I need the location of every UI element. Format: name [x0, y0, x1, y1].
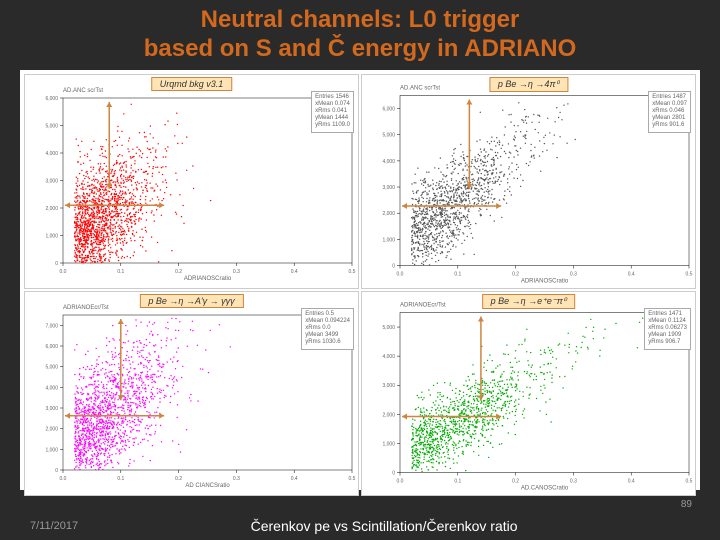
svg-text:0.0: 0.0 — [397, 271, 404, 277]
svg-text:0: 0 — [55, 261, 58, 267]
svg-text:ADRIANOEcr/Tst: ADRIANOEcr/Tst — [400, 302, 446, 308]
svg-text:0.5: 0.5 — [349, 269, 356, 275]
svg-text:7,000: 7,000 — [45, 323, 58, 329]
svg-text:0.1: 0.1 — [454, 478, 461, 484]
svg-text:5,000: 5,000 — [382, 132, 395, 138]
svg-text:0.4: 0.4 — [628, 271, 635, 277]
svg-text:5,000: 5,000 — [382, 325, 395, 331]
stats-tl: Entries 1546 xMean 0.074 xRms 0.041 yMea… — [311, 91, 354, 133]
scatter-tr: 0 1,000 2,000 3,000 4,000 5,000 6,000 0.0 0.1 0.2… — [362, 75, 695, 288]
svg-text:2,000: 2,000 — [382, 412, 395, 418]
svg-text:4,000: 4,000 — [382, 158, 395, 164]
svg-text:0.5: 0.5 — [349, 476, 356, 482]
svg-text:0.1: 0.1 — [454, 271, 461, 277]
svg-text:3,000: 3,000 — [45, 406, 58, 412]
svg-text:0.3: 0.3 — [570, 271, 577, 277]
svg-text:AD CIANCSratio: AD CIANCSratio — [185, 483, 230, 489]
svg-text:3,000: 3,000 — [382, 383, 395, 389]
svg-text:0.0: 0.0 — [60, 476, 67, 482]
svg-text:ADRIANOEcr/Tst: ADRIANOEcr/Tst — [63, 305, 109, 311]
svg-text:6,000: 6,000 — [45, 344, 58, 350]
svg-text:3,000: 3,000 — [45, 178, 58, 184]
svg-text:0: 0 — [392, 470, 395, 476]
scatter-tl: 0 1,000 2,000 3,000 4,000 5,000 6,000 0.0 0.1 0.2… — [25, 75, 358, 288]
svg-text:4,000: 4,000 — [45, 151, 58, 157]
svg-text:2,000: 2,000 — [45, 426, 58, 432]
footer-date: 7/11/2017 — [30, 520, 78, 532]
panel-top-left: Urqmd bkg v3.1 Entries 1546 xMean 0.074 … — [24, 74, 359, 289]
svg-text:6,000: 6,000 — [382, 106, 395, 112]
svg-text:AD.ANC scrTst: AD.ANC scrTst — [63, 88, 103, 94]
title-line1: Neutral channels: L0 trigger — [10, 6, 710, 35]
footer-caption: Čerenkov pe vs Scintillation/Čerenkov ra… — [78, 518, 690, 534]
svg-text:1,000: 1,000 — [45, 233, 58, 239]
svg-text:0.1: 0.1 — [117, 476, 124, 482]
svg-text:6,000: 6,000 — [45, 96, 58, 102]
svg-text:1,000: 1,000 — [382, 441, 395, 447]
svg-text:5,000: 5,000 — [45, 123, 58, 129]
svg-text:0.3: 0.3 — [233, 476, 240, 482]
panel-label-tl: Urqmd bkg v3.1 — [151, 77, 233, 91]
panel-label-bl: p Be →η →A'γ → γγγ — [139, 294, 243, 308]
title-line2: based on S and Č energy in ADRIANO — [10, 35, 710, 64]
panel-bottom-right: p Be →η →e⁺e⁻π⁰ Entries 1471 xMean 0.112… — [361, 291, 696, 496]
svg-text:ADRIANOSCratio: ADRIANOSCratio — [521, 278, 569, 284]
panel-label-tr: p Be →η →4π⁰ — [489, 77, 568, 92]
svg-text:0.4: 0.4 — [291, 269, 298, 275]
svg-text:0.4: 0.4 — [628, 478, 635, 484]
page-number: 89 — [681, 499, 692, 510]
stats-tr: Entries 1487 xMean 0.097 xRms 0.046 yMea… — [648, 91, 691, 133]
svg-text:3,000: 3,000 — [382, 185, 395, 191]
svg-text:5,000: 5,000 — [45, 364, 58, 370]
svg-text:0.2: 0.2 — [512, 271, 519, 277]
svg-text:ADRIANOSCratio: ADRIANOSCratio — [184, 276, 232, 282]
svg-text:2,000: 2,000 — [382, 211, 395, 217]
svg-text:AD.ANC scrTst: AD.ANC scrTst — [400, 85, 440, 91]
svg-text:0.2: 0.2 — [512, 478, 519, 484]
svg-text:0.1: 0.1 — [117, 269, 124, 275]
svg-text:AD.CANOSCratio: AD.CANOSCratio — [521, 485, 569, 491]
footer: 7/11/2017 Čerenkov pe vs Scintillation/Č… — [0, 518, 720, 534]
svg-text:0.0: 0.0 — [397, 478, 404, 484]
svg-text:0.2: 0.2 — [175, 269, 182, 275]
stats-br: Entries 1471 xMean 0.1124 xRms 0.06273 y… — [644, 308, 691, 350]
panel-bottom-left: p Be →η →A'γ → γγγ Entries 0.5 xMean 0.0… — [24, 291, 359, 496]
svg-text:0: 0 — [55, 468, 58, 474]
svg-text:0.5: 0.5 — [686, 271, 693, 277]
svg-text:0.3: 0.3 — [233, 269, 240, 275]
chart-grid: Urqmd bkg v3.1 Entries 1546 xMean 0.074 … — [20, 70, 700, 490]
svg-text:0.2: 0.2 — [175, 476, 182, 482]
svg-text:0: 0 — [392, 263, 395, 269]
svg-text:0.4: 0.4 — [291, 476, 298, 482]
svg-text:1,000: 1,000 — [45, 447, 58, 453]
panel-top-right: p Be →η →4π⁰ Entries 1487 xMean 0.097 xR… — [361, 74, 696, 289]
svg-text:0.3: 0.3 — [570, 478, 577, 484]
stats-bl: Entries 0.5 xMean 0.094224 xRms 0.0 yMea… — [301, 308, 354, 350]
svg-text:4,000: 4,000 — [45, 385, 58, 391]
svg-text:0.0: 0.0 — [60, 269, 67, 275]
svg-text:2,000: 2,000 — [45, 206, 58, 212]
panel-label-br: p Be →η →e⁺e⁻π⁰ — [482, 294, 576, 309]
svg-text:4,000: 4,000 — [382, 354, 395, 360]
svg-text:0.5: 0.5 — [686, 478, 693, 484]
svg-text:1,000: 1,000 — [382, 237, 395, 243]
